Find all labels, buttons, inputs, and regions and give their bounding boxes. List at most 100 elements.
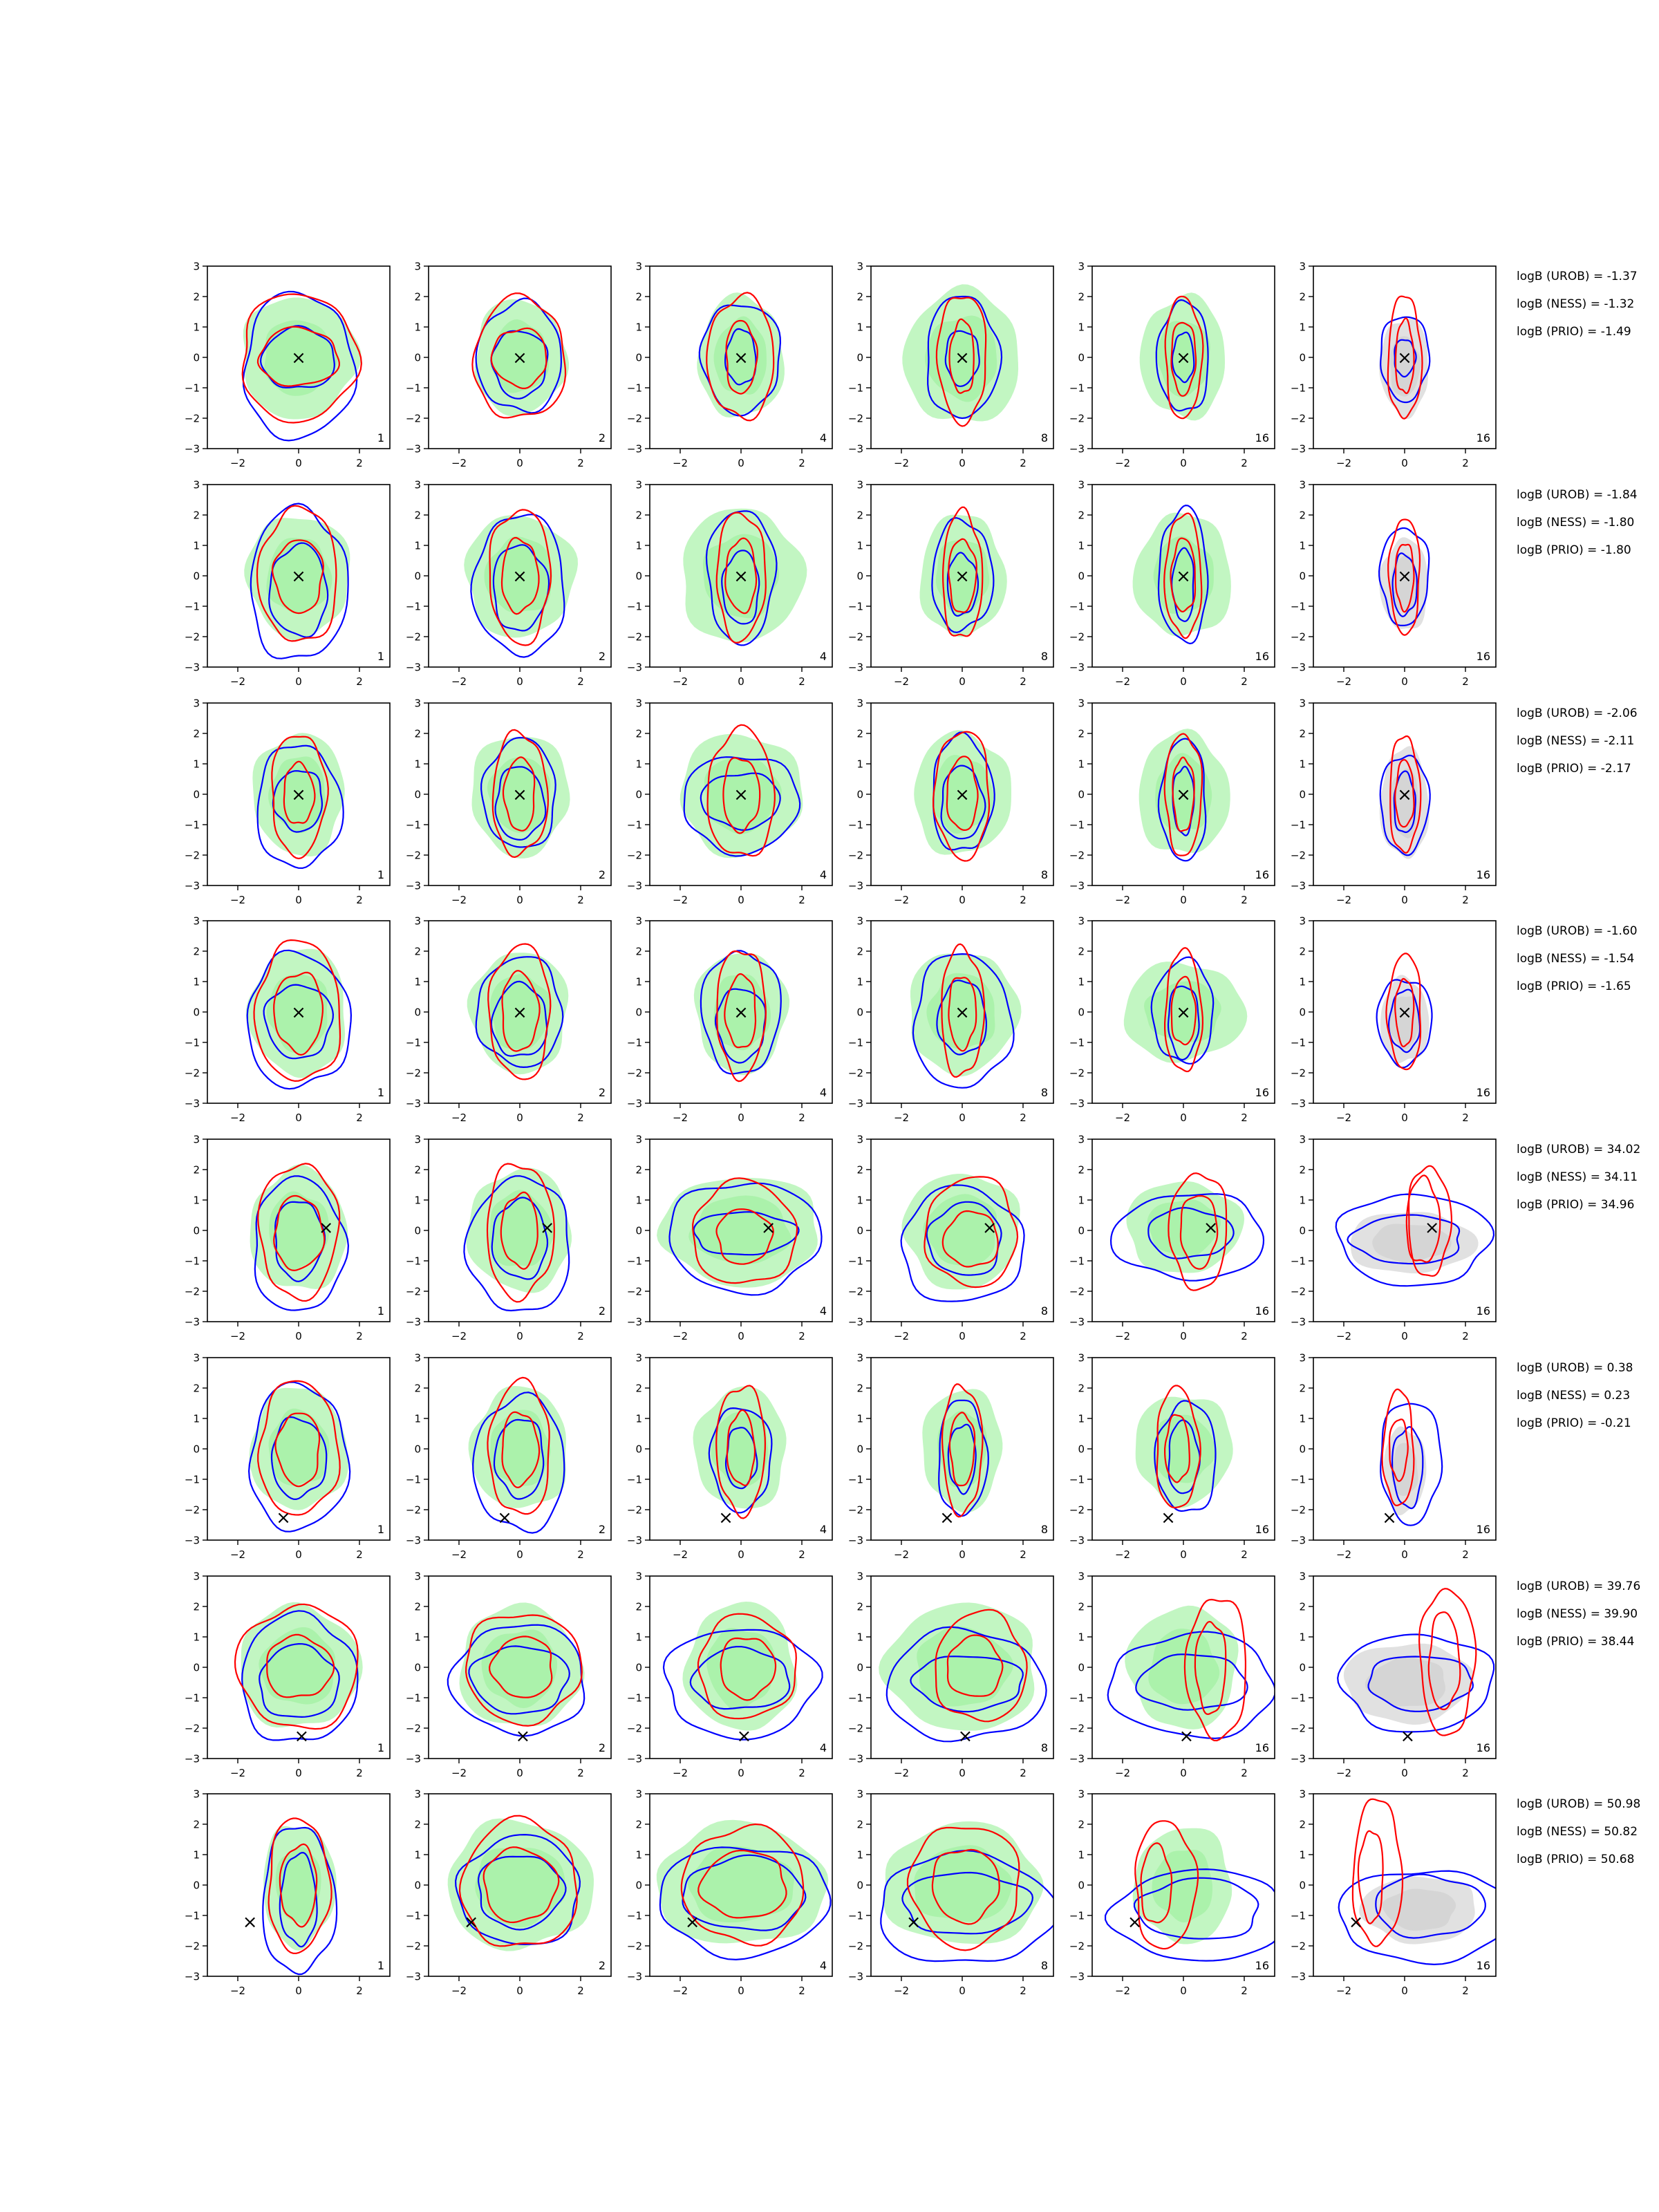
- true-parameter-marker: ×: [733, 566, 749, 587]
- x-tick-label: 2: [356, 1548, 363, 1561]
- y-tick-label: 2: [1078, 1164, 1085, 1177]
- green-density-fill: [1123, 962, 1248, 1063]
- panel-number-label: 8: [1041, 868, 1048, 881]
- red-outer-contour: [256, 505, 337, 642]
- y-tick-label: 3: [856, 261, 863, 273]
- y-tick-label: 2: [193, 291, 200, 303]
- true-parameter-marker: ×: [243, 1912, 258, 1933]
- y-tick-label: −3: [627, 443, 642, 456]
- y-tick-label: 1: [193, 758, 200, 771]
- y-tick-label: 1: [1299, 1194, 1306, 1207]
- x-tick-label: 0: [1401, 1985, 1408, 1997]
- red-inner-contour: [726, 1409, 756, 1487]
- panel-r7-c3: × −3 −2 −1 0 1 2 3 −2 0 2 4: [627, 1571, 833, 1779]
- blue-inner-contour: [1393, 770, 1416, 834]
- y-tick-label: 0: [414, 1443, 421, 1456]
- y-tick-label: 2: [414, 1601, 421, 1613]
- y-tick-label: 0: [635, 1443, 642, 1456]
- x-tick-label: 0: [959, 894, 966, 906]
- y-tick-label: 2: [414, 509, 421, 522]
- red-inner-contour: [490, 327, 547, 390]
- true-parameter-marker: ×: [291, 566, 306, 587]
- y-tick-label: 0: [193, 789, 200, 801]
- y-tick-label: 0: [414, 1880, 421, 1892]
- blue-outer-contour: [242, 290, 358, 442]
- x-tick-label: −2: [673, 1330, 688, 1342]
- panel-r4-c6: × −3 −2 −1 0 1 2 3 −2 0 2 16: [1291, 915, 1497, 1124]
- y-tick-label: 0: [856, 1225, 863, 1237]
- true-parameter-marker: ×: [1397, 1002, 1412, 1023]
- blue-inner-contour: [944, 330, 980, 387]
- red-inner-contour: [1179, 1194, 1219, 1270]
- plot-area: [662, 1602, 823, 1741]
- y-tick-label: −1: [848, 1692, 863, 1705]
- y-tick-label: 3: [856, 479, 863, 491]
- plot-area: [1132, 504, 1231, 645]
- plot-area: [234, 1602, 363, 1741]
- red-outer-contour: [706, 724, 776, 857]
- red-inner-contour: [1164, 1414, 1190, 1483]
- y-tick-label: 0: [1299, 570, 1306, 583]
- green-density-core: [259, 1627, 336, 1705]
- x-tick-label: 2: [1241, 1330, 1248, 1342]
- y-tick-label: 2: [635, 509, 642, 522]
- y-tick-label: −3: [185, 443, 200, 456]
- y-tick-label: −2: [1069, 1286, 1085, 1298]
- green-density-fill: [902, 284, 1019, 422]
- true-parameter-marker: ×: [955, 566, 970, 587]
- panel-number-label: 8: [1041, 431, 1048, 444]
- grey-density-core: [1389, 554, 1421, 613]
- panel-r4-c4: × −3 −2 −1 0 1 2 3 −2 0 2 8: [848, 915, 1054, 1124]
- blue-outer-contour: [463, 1175, 570, 1312]
- x-tick-label: 0: [295, 1767, 302, 1779]
- y-tick-label: −2: [1069, 631, 1085, 644]
- panel-r3-c5: × −3 −2 −1 0 1 2 3 −2 0 2 16: [1069, 697, 1275, 906]
- x-tick-label: 2: [1462, 1767, 1469, 1779]
- panel-number-label: 1: [377, 1304, 384, 1318]
- y-tick-label: −3: [627, 1098, 642, 1110]
- y-tick-label: −2: [185, 413, 200, 425]
- y-tick-label: 1: [193, 1413, 200, 1425]
- green-density-fill: [263, 1826, 337, 1951]
- x-tick-label: 0: [1401, 1330, 1408, 1342]
- y-tick-label: 0: [856, 1006, 863, 1019]
- x-tick-label: −2: [451, 1985, 467, 1997]
- blue-inner-contour: [492, 544, 550, 632]
- red-outer-contour: [1156, 1385, 1201, 1509]
- y-tick-label: 0: [193, 1225, 200, 1237]
- y-tick-label: 3: [193, 479, 200, 491]
- y-tick-label: −2: [848, 631, 863, 644]
- green-density-fill: [879, 1602, 1035, 1731]
- y-tick-label: −1: [185, 601, 200, 613]
- true-parameter-marker: ×: [294, 1726, 310, 1747]
- blue-inner-contour: [1391, 552, 1418, 617]
- y-tick-label: 0: [414, 1225, 421, 1237]
- y-tick-label: 2: [1299, 1601, 1306, 1613]
- panel-number-label: 2: [599, 431, 606, 444]
- plot-area: [463, 1163, 572, 1312]
- true-parameter-marker: ×: [1127, 1912, 1143, 1933]
- green-density-fill: [1126, 1181, 1245, 1273]
- y-tick-label: 1: [414, 1413, 421, 1425]
- blue-outer-contour: [1337, 1633, 1495, 1733]
- panel-number-label: 16: [1255, 650, 1269, 663]
- plot-area: [252, 733, 345, 870]
- grey-density-fill: [1379, 537, 1428, 629]
- x-tick-label: 0: [516, 1548, 523, 1561]
- panel-number-label: 16: [1255, 431, 1269, 444]
- y-tick-label: −2: [1291, 1504, 1306, 1517]
- plot-area: [467, 943, 569, 1080]
- y-tick-label: −1: [848, 601, 863, 613]
- red-inner-contour: [724, 973, 757, 1049]
- red-outer-contour: [253, 939, 341, 1082]
- panel-r8-c2: × −3 −2 −1 0 1 2 3 −2 0 2 2: [406, 1788, 612, 1997]
- panel-number-label: 1: [377, 650, 384, 663]
- green-density-fill: [474, 299, 569, 417]
- red-inner-contour: [720, 1637, 777, 1701]
- y-tick-label: −3: [1069, 1971, 1085, 1983]
- red-outer-contour: [924, 1176, 1019, 1288]
- red-inner-contour: [500, 536, 540, 615]
- y-tick-label: 1: [856, 976, 863, 988]
- y-tick-label: 2: [635, 1382, 642, 1395]
- grey-density-fill: [1359, 1876, 1475, 1944]
